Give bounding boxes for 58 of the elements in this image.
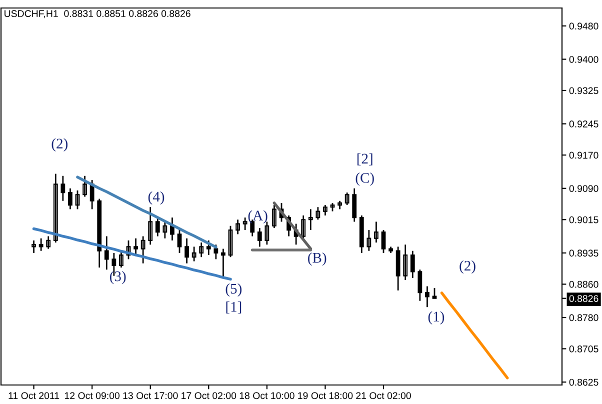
y-tick-label: 0.9090 [569,185,598,192]
candlestick [242,216,248,231]
candlestick [236,218,240,235]
y-tick-label: 0.9015 [569,216,598,224]
candlestick [126,240,131,260]
annotation: (C) [356,172,374,186]
y-tick-label: 0.8860 [569,280,598,288]
candlestick [403,244,408,281]
candlestick [82,175,87,198]
y-tick-label: 0.9325 [569,87,598,94]
x-tick-label: 18 Oct 10:00 [240,392,294,400]
annotation: [2] [357,153,372,166]
candlestick [272,204,276,229]
y-tick-label: 0.8705 [569,345,598,352]
annotation: (B) [308,252,326,266]
y-tick-label: 0.8625 [569,378,598,386]
candlestick [192,246,196,262]
candlestick [75,190,80,210]
candlestick [148,206,153,246]
annotation: (4) [148,191,164,205]
x-tick-label: 12 Oct 09:00 [64,392,120,400]
annotation: (3) [110,270,126,284]
candlestick [344,192,350,206]
annotation: (5) [226,283,242,297]
candlestick [366,229,372,252]
y-tick-label: 0.9400 [569,56,598,63]
y-tick-label: 0.9170 [569,152,598,159]
x-tick-label: 17 Oct 02:00 [182,392,236,400]
candlestick [228,225,233,258]
y-tick-label: 0.8826 [569,295,598,302]
y-tick-label: 0.9245 [569,120,598,128]
y-tick-label: 0.8935 [569,250,598,257]
candlestick [162,221,168,240]
candlestick [323,204,328,216]
annotation: (1) [428,311,444,325]
annotation: (A) [248,210,268,224]
y-tick-label: 0.9480 [569,22,598,30]
annotation: (2) [52,138,68,152]
annotation: (2) [460,260,476,274]
chart-title: USDCHF,H1 0.8831 0.8851 0.8826 0.8826 [4,10,190,18]
candlestick [316,206,320,220]
candlestick [301,214,306,240]
line-series [272,202,312,250]
x-tick-label: 19 Oct 18:00 [298,392,353,400]
candlestick [140,236,146,264]
annotation: [1] [226,301,242,314]
x-tick-label: 11 Oct 2011 [8,392,60,400]
candlestick [119,250,124,268]
y-tick-label: 0.8780 [569,314,598,322]
candlestick [199,242,204,258]
candlestick [32,240,36,254]
x-tick-label: 21 Oct 02:00 [356,392,411,400]
candlestick [53,173,58,244]
candlestick [308,208,313,231]
candlestick [374,221,378,244]
candlestick [46,236,51,250]
x-tick-label: 13 Oct 17:00 [123,392,178,400]
candlestick [338,200,342,210]
